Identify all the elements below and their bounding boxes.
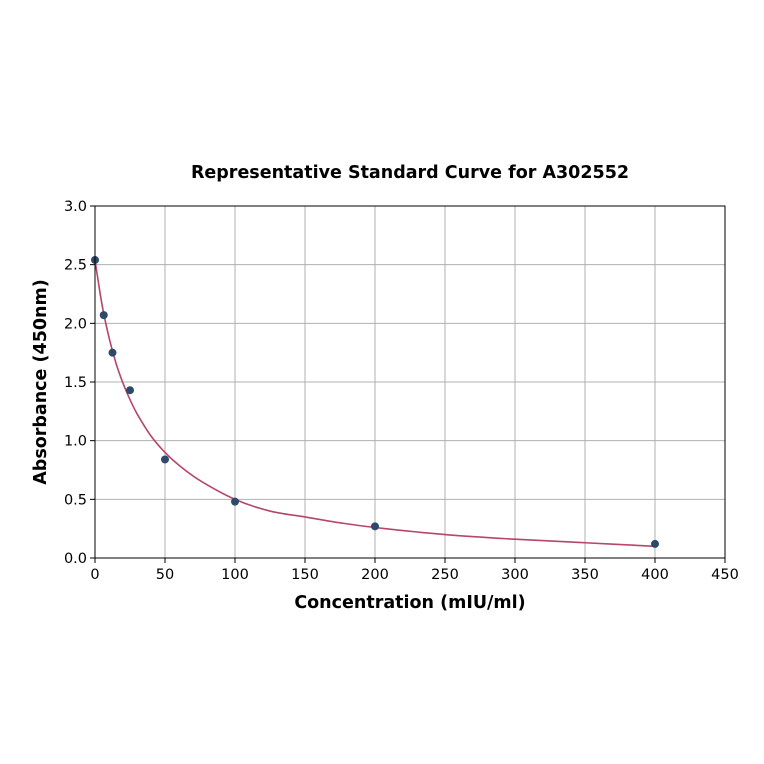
x-tick-label: 300 <box>501 567 529 583</box>
x-tick-label: 0 <box>90 567 99 583</box>
curve-layer <box>94 259 656 548</box>
y-tick-label: 1.5 <box>64 375 87 391</box>
data-point <box>231 497 239 506</box>
x-tick-label: 250 <box>431 567 459 583</box>
y-tick-label: 0.0 <box>64 551 87 567</box>
data-point <box>651 539 659 548</box>
y-tick-label: 2.5 <box>64 258 87 274</box>
x-tick-label: 400 <box>641 567 669 583</box>
points-layer <box>91 255 659 548</box>
y-axis-label: Absorbance (450nm) <box>31 279 51 485</box>
data-point <box>126 386 134 395</box>
x-tick-label: 200 <box>361 567 389 583</box>
x-tick-label: 150 <box>291 567 319 583</box>
y-tick-label: 0.5 <box>64 492 87 508</box>
x-tick-label: 100 <box>221 567 249 583</box>
data-point <box>161 455 169 464</box>
data-point <box>99 311 108 320</box>
x-tick-label: 450 <box>711 567 739 583</box>
y-tick-label: 3.0 <box>64 199 87 215</box>
chart-title: Representative Standard Curve for A30255… <box>191 163 629 183</box>
data-point <box>108 348 117 357</box>
y-tick-label: 1.0 <box>64 434 87 450</box>
fitted-curve <box>94 259 656 548</box>
y-axis: 0.0 0.5 1.0 1.5 2.0 2.5 3.0 <box>64 199 95 567</box>
data-point <box>371 522 379 531</box>
x-axis: 0 50 100 150 200 250 300 350 400 450 <box>90 558 739 583</box>
x-axis-label: Concentration (mIU/ml) <box>294 593 525 613</box>
x-tick-label: 50 <box>156 567 174 583</box>
x-tick-label: 350 <box>571 567 599 583</box>
y-tick-label: 2.0 <box>64 316 87 332</box>
